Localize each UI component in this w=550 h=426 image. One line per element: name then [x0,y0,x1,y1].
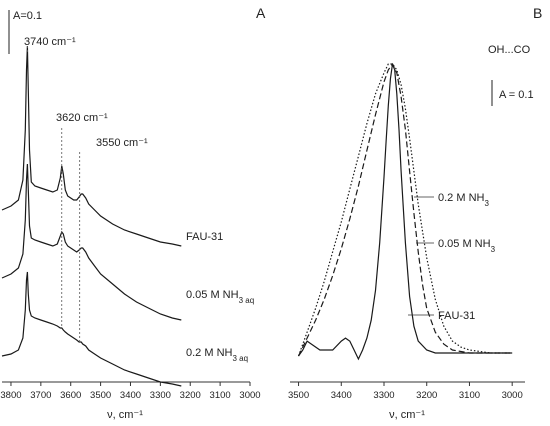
panel-a-series-line [1,163,182,321]
panel-b-curves [297,62,513,361]
panel-a-tick-label: 3600 [60,390,81,401]
panel-b-x-axis: 3500 3400 3300 3200 3100 3000 [288,381,525,401]
panel-b-title: OH...CO [488,44,531,56]
panel-b-tick-label: 3100 [459,390,480,401]
panel-a-series-line [1,271,182,387]
panel-b-tick-label: 3200 [416,390,437,401]
panel-a-tick-label: 3300 [150,390,171,401]
panel-b-series-label: FAU-31 [438,310,475,322]
panel-b-tick-label: 3000 [502,390,523,401]
panel-b-tick-label: 3500 [288,390,309,401]
panel-a-series-labels: FAU-31 0.05 M NH3 aq 0.2 M NH3 aq [186,231,254,363]
panel-a-scale-label: A=0.1 [13,10,42,22]
panel-b-tick-label: 3300 [373,390,394,401]
panel-a-tick-label: 3500 [90,390,111,401]
panel-a-tick-label: 3400 [120,390,141,401]
panel-a: A A=0.1 3740 cm⁻¹ 3620 cm⁻¹ 3550 cm⁻¹ 38… [0,5,266,421]
panel-b-x-label: ν, cm⁻¹ [389,409,425,421]
panel-a-series-label: FAU-31 [186,231,223,243]
peak-labels: 3740 cm⁻¹ 3620 cm⁻¹ 3550 cm⁻¹ [24,36,148,149]
panel-a-tick-label: 3800 [0,390,21,401]
panel-a-tick-label: 3700 [30,390,51,401]
panel-a-tick-label: 3200 [180,390,201,401]
panel-b-series-label: 0.05 M NH3 [438,238,496,254]
peak-label-3550: 3550 cm⁻¹ [96,137,148,149]
panel-b-series-labels: 0.2 M NH3 0.05 M NH3 FAU-31 [408,192,496,322]
panel-a-x-axis: 3800 3700 3600 3500 3400 3300 3200 3100 3000 [0,381,261,401]
panel-a-label: A [256,5,266,21]
panel-b-series-label: 0.2 M NH3 [438,192,489,208]
panel-a-series-label: 0.2 M NH3 aq [186,347,248,363]
panel-b: B OH...CO A = 0.1 3500 3400 3300 3200 3100 30… [288,5,542,421]
panel-a-guides [26,46,81,342]
panel-b-tick-label: 3400 [331,390,352,401]
peak-label-3740: 3740 cm⁻¹ [24,36,76,48]
panel-b-series-line [297,63,513,357]
panel-b-series-line [297,62,513,357]
peak-label-3620: 3620 cm⁻¹ [56,112,108,124]
panel-b-scale-label: A = 0.1 [499,89,534,101]
panel-a-x-label: ν, cm⁻¹ [107,409,143,421]
panel-b-label: B [533,5,542,21]
panel-a-curves [1,45,182,387]
panel-a-series-label: 0.05 M NH3 aq [186,289,254,305]
panel-a-tick-label: 3000 [239,390,260,401]
panel-a-tick-label: 3100 [210,390,231,401]
panel-b-series-line [298,63,513,361]
